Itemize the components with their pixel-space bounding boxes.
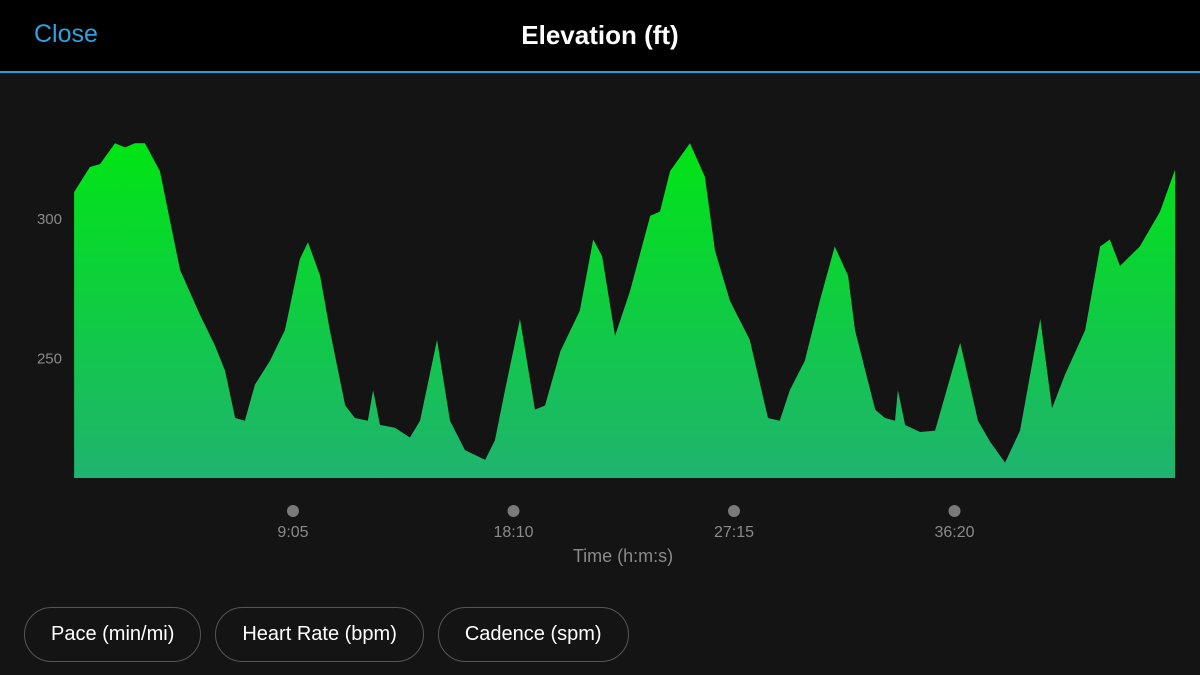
title: Elevation (ft) <box>521 20 679 50</box>
x-tick-label: 36:20 <box>934 524 974 541</box>
button-row: Pace (min/mi) Heart Rate (bpm) Cadence (… <box>24 607 629 662</box>
x-tick-dot <box>728 505 740 517</box>
cadence-button[interactable]: Cadence (spm) <box>437 607 629 662</box>
y-tick-label: 250 <box>37 350 62 367</box>
y-tick-label: 300 <box>37 211 62 228</box>
x-tick-label: 9:05 <box>277 524 308 541</box>
x-tick-dot <box>948 505 961 517</box>
x-tick-label: 27:15 <box>714 524 754 541</box>
x-tick-dot <box>507 505 520 517</box>
header: Close Elevation (ft) <box>0 0 1200 73</box>
elevation-area <box>74 143 1175 478</box>
heart-rate-button[interactable]: Heart Rate (bpm) <box>215 607 424 662</box>
x-axis-label: Time (h:m:s) <box>573 546 673 566</box>
pace-button[interactable]: Pace (min/mi) <box>24 607 202 662</box>
close-button[interactable]: Close <box>34 20 98 48</box>
x-tick-label: 18:10 <box>493 524 533 541</box>
chart: 250 300 9:05 18:10 27:15 36:20 Time (h:m:s) <box>37 143 1175 566</box>
x-tick-dot <box>287 505 299 517</box>
